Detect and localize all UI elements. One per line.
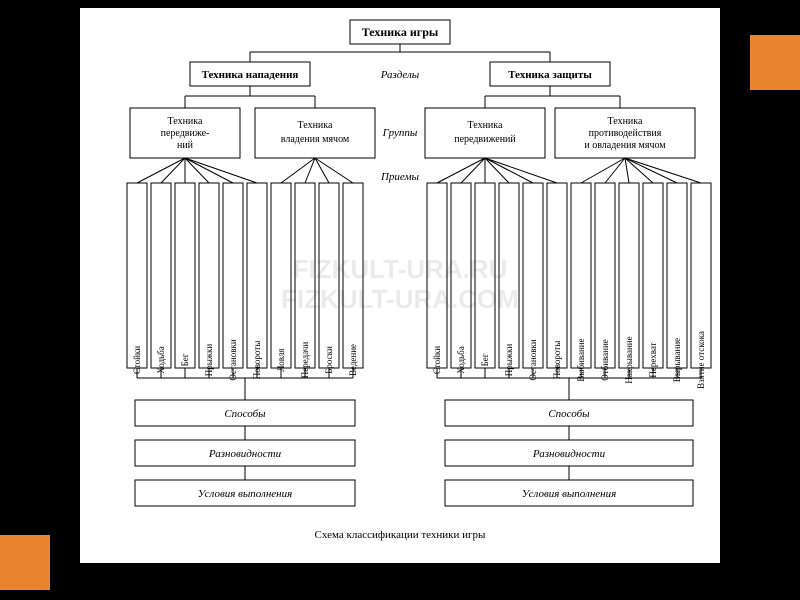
group-label-0a: Техника: [168, 116, 203, 127]
bottom-left-0-label: Способы: [224, 408, 266, 420]
group-label-2b: передвижений: [454, 134, 516, 145]
level-label-techniques: Приемы: [380, 171, 420, 183]
group-label-3b: противодействия: [589, 128, 662, 139]
level-label-groups: Группы: [382, 127, 418, 139]
group-label-3c: и овладения мячом: [584, 140, 666, 151]
caption: Схема классификации техники игры: [315, 529, 487, 541]
group-label-0b: передвиже-: [161, 128, 210, 139]
diagram-sheet: Техника игры Техника нападения Техника з…: [80, 8, 720, 563]
watermark-line-0: FIZKULT-URA.RU: [293, 254, 508, 284]
technique-col: [247, 183, 267, 368]
section-label-defense: Техника защиты: [508, 69, 592, 81]
group-box-1: [255, 108, 375, 158]
fan-left-a: [137, 158, 257, 183]
group-label-2a: Техника: [468, 120, 503, 131]
technique-label: Взятие отскока: [696, 331, 706, 389]
classification-diagram: Техника игры Техника нападения Техника з…: [80, 8, 720, 563]
technique-col: [643, 183, 663, 368]
bottom-right-0-label: Способы: [548, 408, 590, 420]
technique-col: [127, 183, 147, 368]
bottom-left-2-label: Условия выполнения: [198, 488, 293, 500]
technique-label: Бег: [180, 353, 190, 366]
section-label-attack: Техника нападения: [202, 69, 299, 81]
watermark-line-1: FIZKULT-URA.COM: [281, 284, 519, 314]
technique-col: [175, 183, 195, 368]
bottom-left-1-label: Разновидности: [208, 448, 282, 460]
group-label-0c: ний: [177, 140, 194, 151]
group-label-1a: Техника: [298, 120, 333, 131]
bottom-right-2-label: Условия выполнения: [522, 488, 617, 500]
root-label: Техника игры: [362, 25, 439, 39]
group-label-1b: владения мячом: [281, 134, 350, 145]
technique-col: [547, 183, 567, 368]
technique-label: Бег: [480, 353, 490, 366]
fan-right-b: [581, 158, 701, 183]
fan-right-a: [437, 158, 557, 183]
technique-col: [199, 183, 219, 368]
bottom-right-1-label: Разновидности: [532, 448, 606, 460]
fan-left-b: [281, 158, 353, 183]
level-label-sections: Разделы: [380, 69, 420, 81]
group-box-2: [425, 108, 545, 158]
accent-block-bottom: [0, 535, 50, 590]
technique-col: [151, 183, 171, 368]
accent-block-top: [750, 35, 800, 90]
group-label-3a: Техника: [608, 116, 643, 127]
technique-col: [271, 183, 291, 368]
